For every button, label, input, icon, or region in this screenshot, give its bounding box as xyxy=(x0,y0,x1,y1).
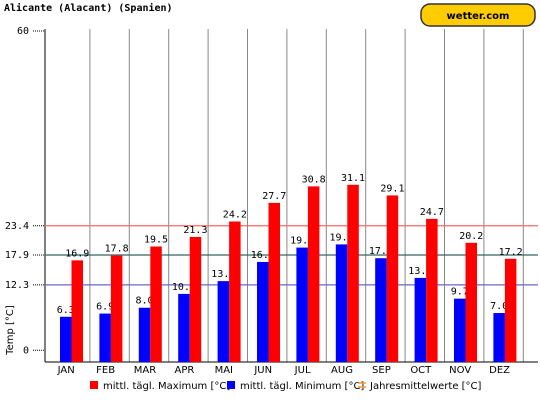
bar xyxy=(307,186,320,362)
legend-swatch xyxy=(90,381,98,389)
bar xyxy=(110,255,123,362)
legend-swatch xyxy=(227,381,235,389)
value-label: 6.9 xyxy=(96,302,114,313)
bar xyxy=(217,281,230,362)
y-tick-label: 17.9 xyxy=(5,250,29,261)
x-tick-label: MAR xyxy=(134,365,156,376)
legend-label: mittl. tägl. Maximum [°C] xyxy=(103,381,230,392)
value-label: 17.3 xyxy=(369,246,393,257)
value-label: 19.3 xyxy=(290,236,314,247)
bar xyxy=(296,247,308,362)
legend-label: Jahresmittelwerte [°C] xyxy=(369,381,482,392)
y-axis-label: Temp [°C] xyxy=(5,305,16,356)
bar xyxy=(493,313,505,362)
x-tick-label: FEB xyxy=(96,365,115,376)
bar xyxy=(414,277,427,362)
logo: wetter.com xyxy=(447,11,510,22)
value-label: 24.2 xyxy=(223,210,247,221)
logo-box xyxy=(420,3,536,27)
value-label: 6.3 xyxy=(57,305,75,316)
bar xyxy=(504,258,517,362)
value-label: 16.9 xyxy=(65,248,89,259)
value-label: 24.7 xyxy=(420,207,444,218)
bar xyxy=(268,202,280,362)
value-label: 19.5 xyxy=(144,235,168,246)
bar xyxy=(386,195,399,362)
y-tick-label: 0 xyxy=(23,345,29,356)
x-tick-label: APR xyxy=(174,365,194,376)
value-label: 13.6 xyxy=(408,266,432,277)
x-tick-label: MAI xyxy=(215,365,233,376)
value-label: 9.7 xyxy=(451,287,469,298)
x-tick-label: NOV xyxy=(449,365,471,376)
bar xyxy=(229,221,241,362)
bar xyxy=(465,242,477,362)
bar xyxy=(426,218,438,362)
bar xyxy=(454,298,466,362)
value-label: 7.0 xyxy=(490,301,508,312)
bar xyxy=(375,258,387,362)
y-tick-label: 12.3 xyxy=(5,280,29,291)
x-tick-label: DEZ xyxy=(489,365,510,376)
bar xyxy=(257,261,269,362)
value-label: 17.2 xyxy=(499,247,523,258)
bar xyxy=(347,184,359,362)
value-label: 21.3 xyxy=(183,225,207,236)
value-label: 19.9 xyxy=(330,232,354,243)
value-label: 10.6 xyxy=(172,282,196,293)
bar xyxy=(138,307,151,362)
bar xyxy=(60,316,72,362)
value-label: 20.2 xyxy=(459,231,483,242)
x-tick-label: JUL xyxy=(294,365,311,376)
bar xyxy=(150,246,162,362)
y-tick-label: 23.4 xyxy=(5,221,29,232)
bar xyxy=(99,313,111,362)
bar xyxy=(178,293,190,362)
x-tick-label: JAN xyxy=(57,365,75,376)
value-label: 8.0 xyxy=(136,296,154,307)
x-tick-label: OCT xyxy=(410,365,432,376)
value-label: 31.1 xyxy=(341,173,365,184)
x-tick-label: SEP xyxy=(372,365,391,376)
value-label: 29.1 xyxy=(380,183,404,194)
value-label: 16.6 xyxy=(251,250,275,261)
value-label: 27.7 xyxy=(262,191,286,202)
value-label: 17.8 xyxy=(105,244,129,255)
bar xyxy=(189,236,202,362)
y-tick-label: 60 xyxy=(17,26,29,37)
value-label: 30.8 xyxy=(302,174,326,185)
chart-title: Alicante (Alacant) (Spanien) xyxy=(4,2,173,14)
bar xyxy=(71,260,83,362)
legend-label: mittl. tägl. Minimum [°C] xyxy=(240,381,364,392)
x-tick-label: JUN xyxy=(253,365,272,376)
value-label: 13.0 xyxy=(211,269,235,280)
x-tick-label: AUG xyxy=(331,365,353,376)
bar xyxy=(335,244,348,362)
